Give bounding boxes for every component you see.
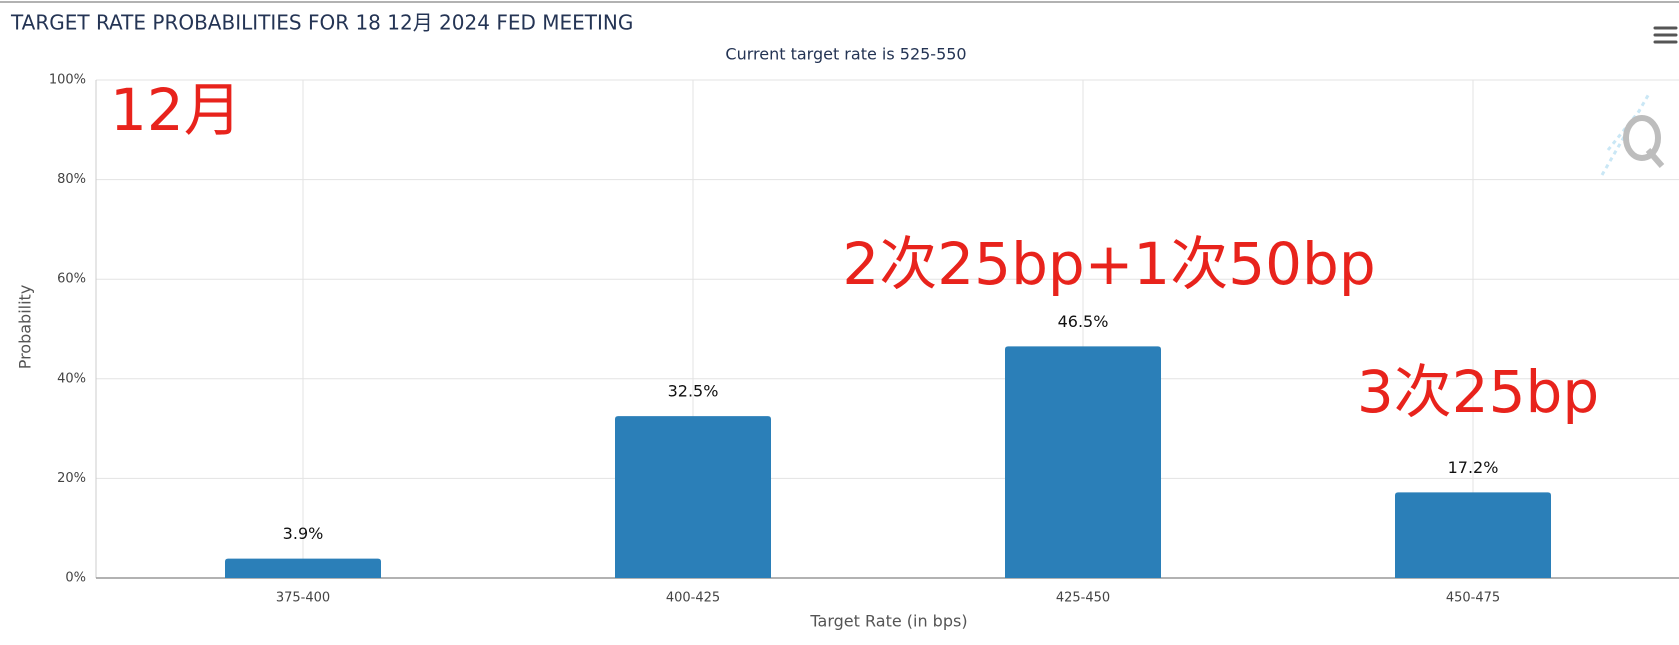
logo xyxy=(1600,91,1665,176)
x-tick-label: 450-475 xyxy=(1446,591,1500,606)
x-tick-label: 375-400 xyxy=(276,591,330,606)
value-label: 32.5% xyxy=(668,382,719,401)
y-tick-label: 0% xyxy=(65,571,86,586)
logo-stripe xyxy=(1606,109,1642,151)
bar xyxy=(1395,492,1551,578)
logo-tail xyxy=(1645,148,1665,168)
annotation: 2次25bp+1次50bp xyxy=(842,230,1375,298)
annotation: 3次25bp xyxy=(1357,358,1599,426)
annotation: 12月 xyxy=(110,76,242,144)
y-tick-label: 60% xyxy=(57,272,86,287)
chart-title: TARGET RATE PROBABILITIES FOR 18 12月 202… xyxy=(10,11,633,35)
x-tick-label: 425-450 xyxy=(1056,591,1110,606)
y-tick-label: 80% xyxy=(57,172,86,187)
logo-ring xyxy=(1623,115,1661,161)
value-label: 17.2% xyxy=(1448,458,1499,477)
x-tick-label: 400-425 xyxy=(666,591,720,606)
value-label: 3.9% xyxy=(283,524,324,543)
bar xyxy=(615,416,771,578)
x-axis-label: Target Rate (in bps) xyxy=(809,612,967,631)
bar xyxy=(1005,346,1161,578)
value-label: 46.5% xyxy=(1058,312,1109,331)
y-axis-label: Probability xyxy=(16,285,35,370)
bar xyxy=(225,558,381,578)
y-tick-label: 40% xyxy=(57,371,86,386)
chart-subtitle: Current target rate is 525-550 xyxy=(725,45,966,64)
y-tick-label: 100% xyxy=(49,73,86,88)
y-tick-label: 20% xyxy=(57,471,86,486)
menu-button[interactable] xyxy=(1652,22,1678,46)
